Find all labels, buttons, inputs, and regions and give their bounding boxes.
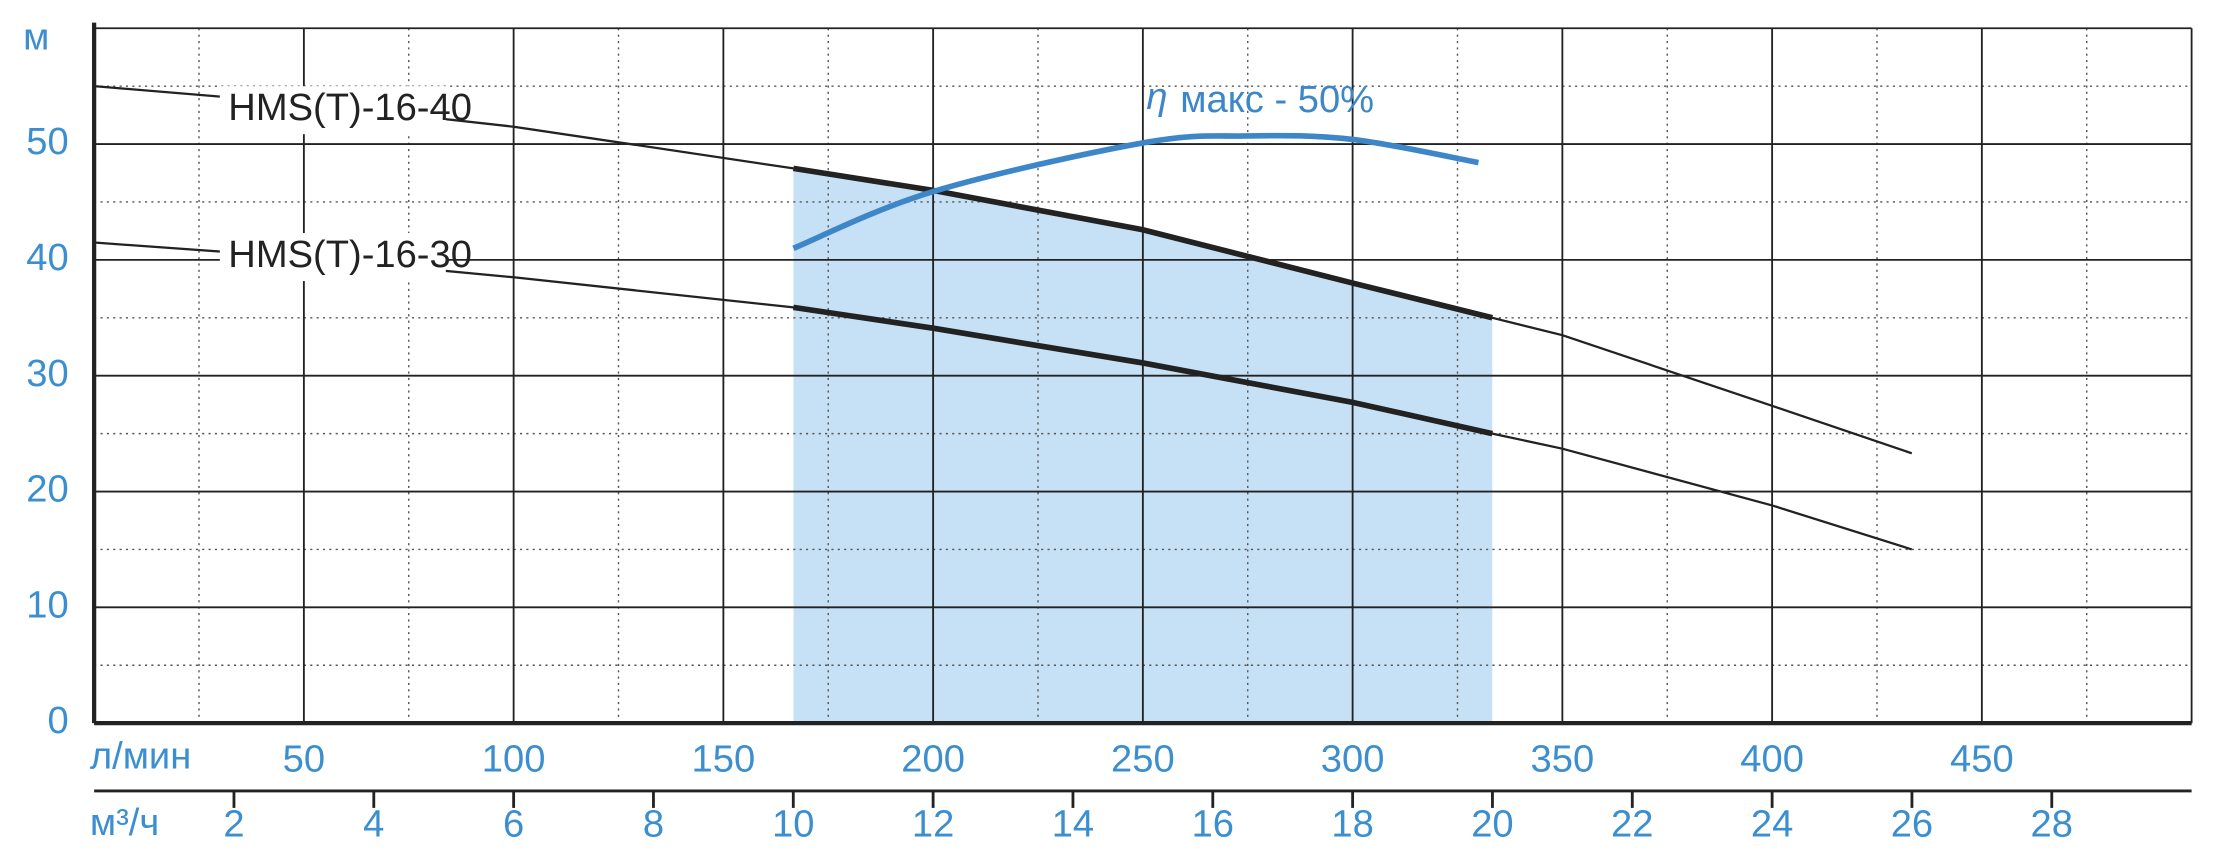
efficiency-label: макс - 50%	[1180, 78, 1374, 121]
y-axis-label: м	[23, 16, 49, 59]
x-tick-label: 100	[482, 737, 546, 780]
label-background	[219, 233, 446, 282]
x2-tick-label: 20	[1471, 802, 1513, 845]
curve-operating-range	[793, 304, 1493, 437]
x2-tick-label: 6	[503, 802, 524, 845]
x-tick-label: 150	[692, 737, 756, 780]
y-tick-label: 0	[47, 699, 68, 742]
x2-tick-label: 2	[223, 802, 244, 845]
x2-tick-label: 12	[912, 802, 954, 845]
y-tick-label: 10	[26, 583, 68, 626]
x2-axis-label: м³/ч	[90, 801, 159, 844]
x2-tick-label: 26	[1891, 802, 1933, 845]
y-tick-label: 40	[26, 236, 68, 279]
x-axis-label: л/мин	[90, 735, 191, 778]
x2-tick-label: 28	[2031, 802, 2073, 845]
label-background	[219, 86, 446, 135]
curve-operating-range	[792, 165, 1493, 321]
x2-tick-label: 4	[363, 802, 384, 845]
x2-tick-label: 24	[1751, 802, 1793, 845]
x-tick-label: 50	[283, 737, 325, 780]
x-tick-label: 200	[901, 737, 965, 780]
y-tick-label: 50	[26, 120, 68, 163]
x2-tick-label: 8	[643, 802, 664, 845]
x-tick-label: 250	[1111, 737, 1175, 780]
x2-tick-label: 16	[1192, 802, 1234, 845]
curve-label: HMS(T)-16-40	[228, 86, 472, 129]
x-tick-label: 400	[1740, 737, 1804, 780]
x2-tick-label: 18	[1331, 802, 1373, 845]
x2-tick-label: 14	[1052, 802, 1094, 845]
x2-tick-label: 10	[772, 802, 814, 845]
y-tick-label: 30	[26, 352, 68, 395]
x-tick-label: 450	[1950, 737, 2014, 780]
y-tick-label: 20	[26, 468, 68, 511]
efficiency-curve	[792, 132, 1479, 251]
x-tick-label: 350	[1531, 737, 1595, 780]
efficiency-symbol: η	[1146, 75, 1167, 118]
curve-label: HMS(T)-16-30	[228, 233, 472, 276]
x-tick-label: 300	[1321, 737, 1385, 780]
x2-tick-label: 22	[1611, 802, 1653, 845]
